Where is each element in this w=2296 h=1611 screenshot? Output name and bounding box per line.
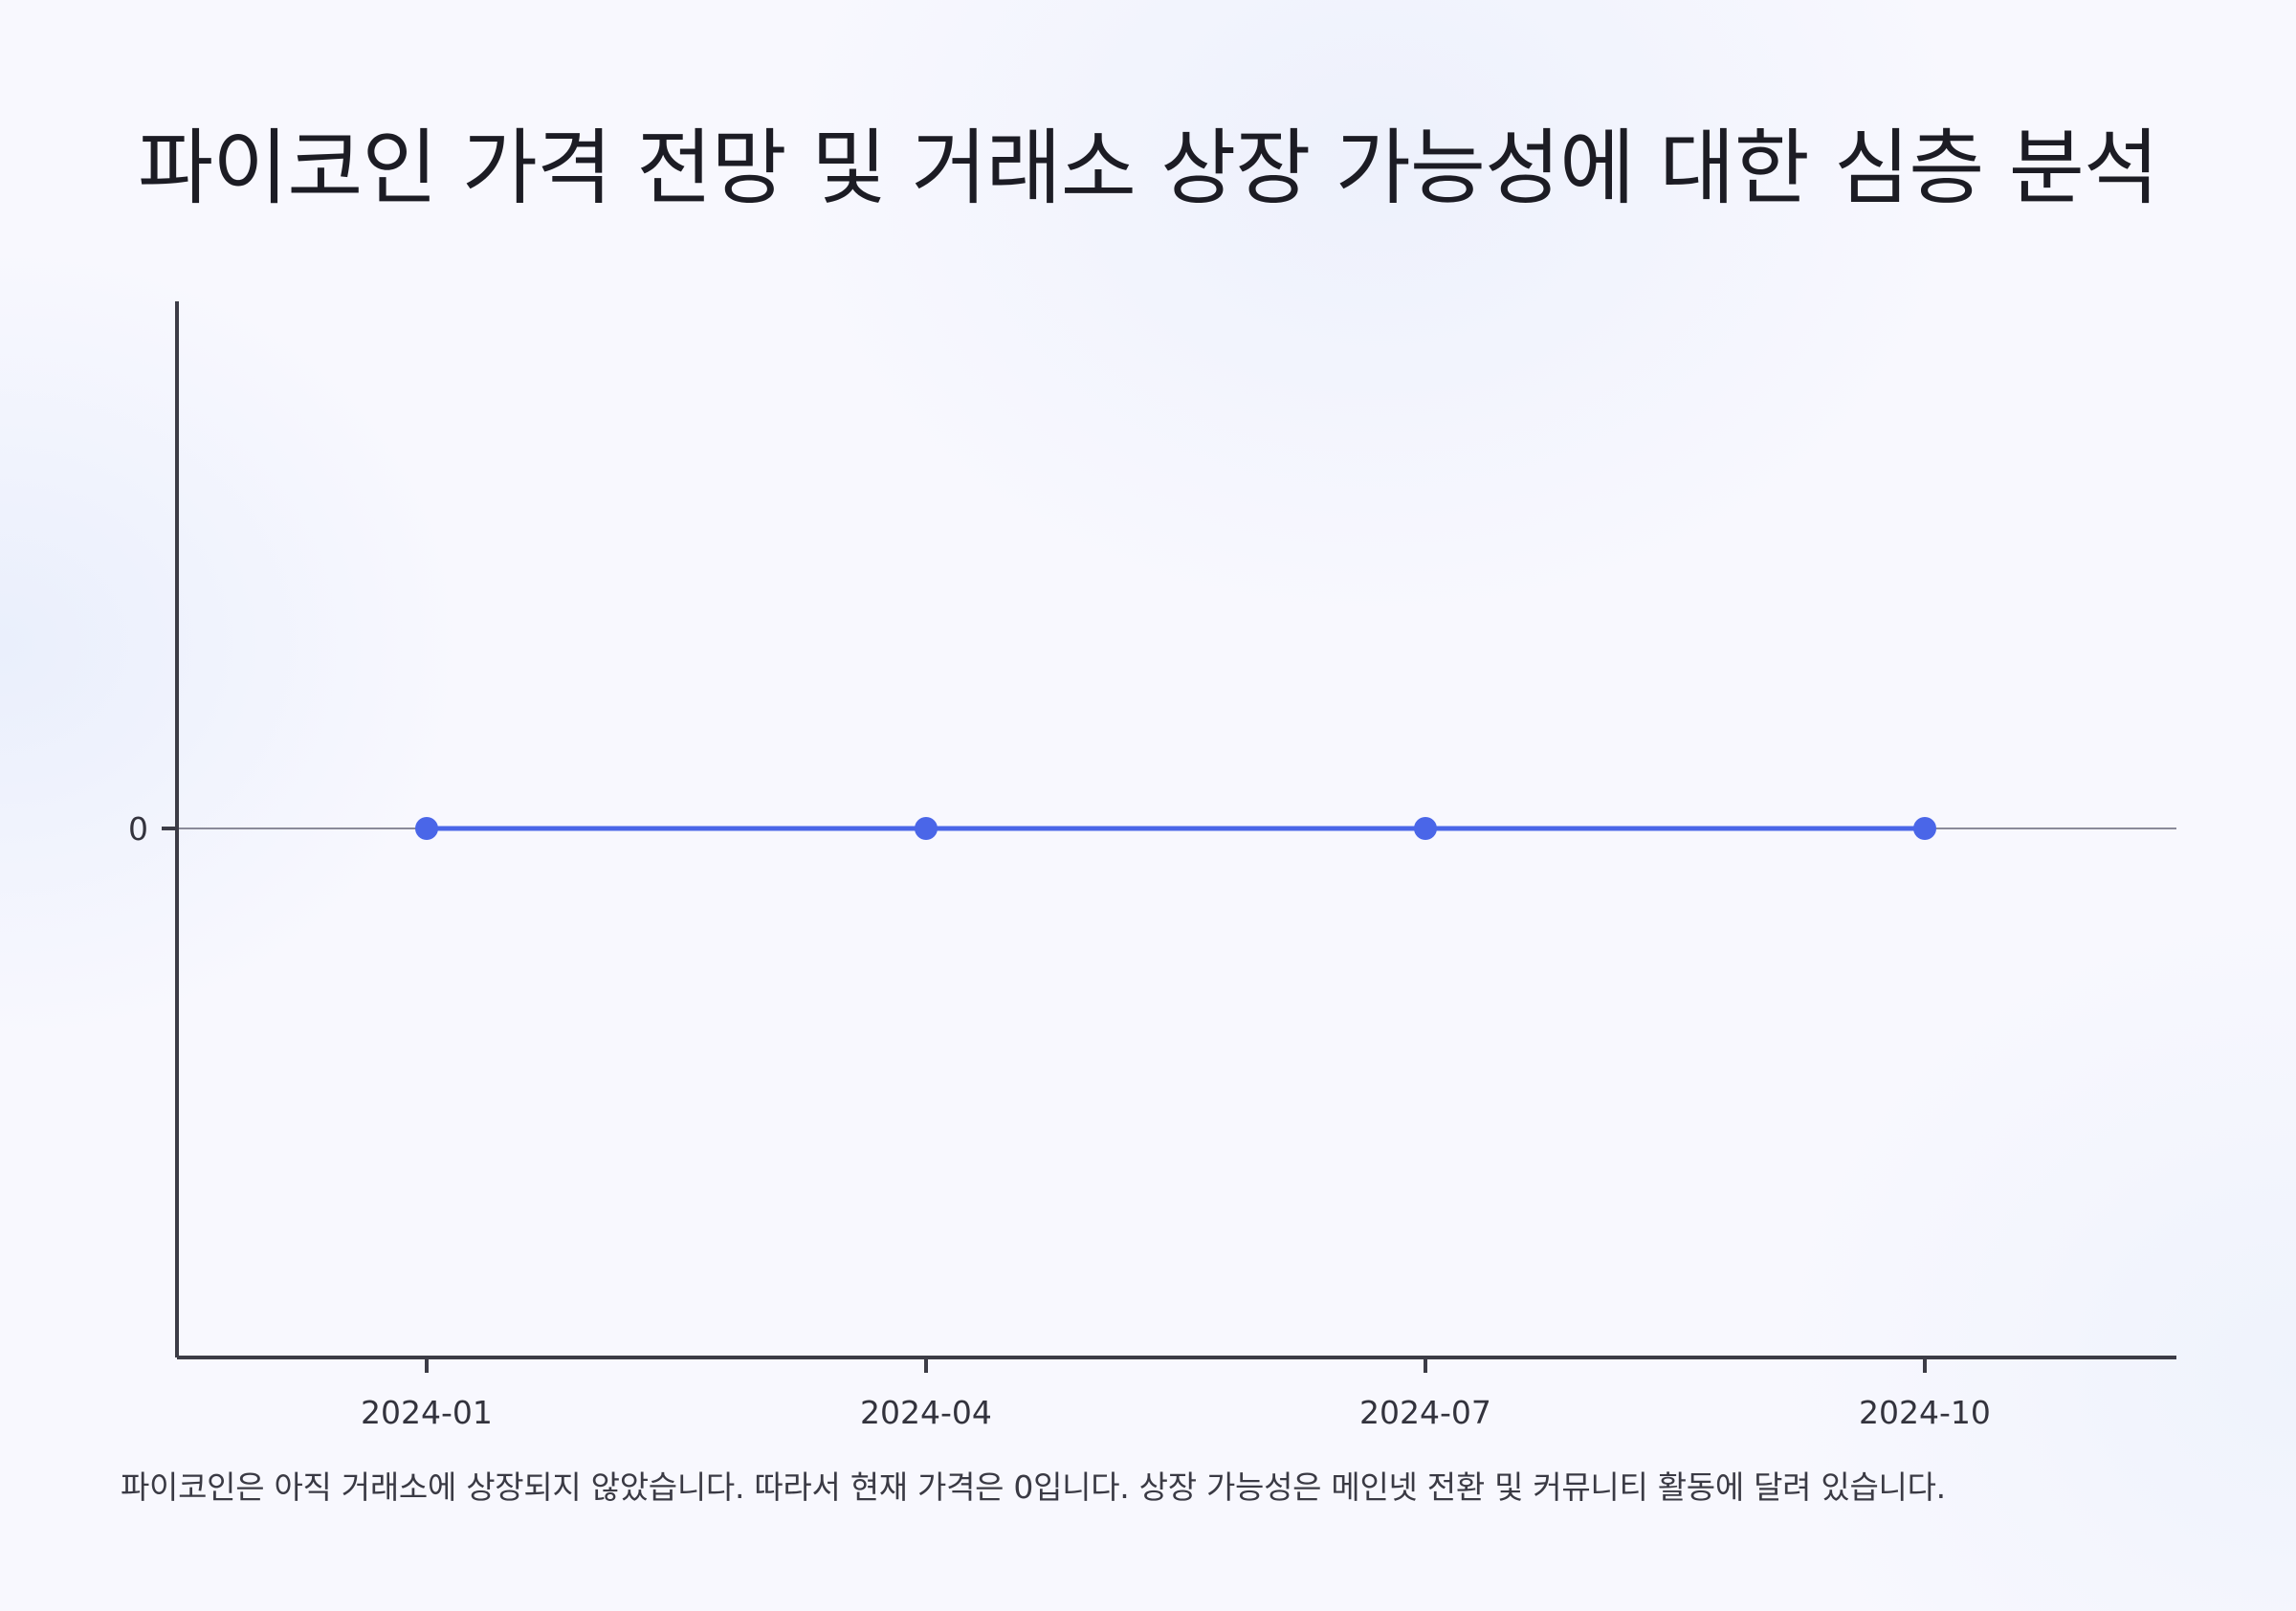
x-tick-label: 2024-01: [361, 1394, 493, 1431]
data-point: [1414, 817, 1437, 840]
data-point: [915, 817, 938, 840]
data-point: [1913, 817, 1936, 840]
y-tick-label: 0: [128, 810, 148, 848]
x-tick-label: 2024-10: [1859, 1394, 1991, 1431]
x-tick-label: 2024-04: [860, 1394, 992, 1431]
data-point: [415, 817, 438, 840]
chart-caption: 파이코인은 아직 거래소에 상장되지 않았습니다. 따라서 현재 가격은 0입니…: [121, 1468, 1946, 1506]
x-tick-label: 2024-07: [1359, 1394, 1491, 1431]
page-title: 파이코인 가격 전망 및 거래소 상장 가능성에 대한 심층 분석: [138, 121, 2159, 216]
